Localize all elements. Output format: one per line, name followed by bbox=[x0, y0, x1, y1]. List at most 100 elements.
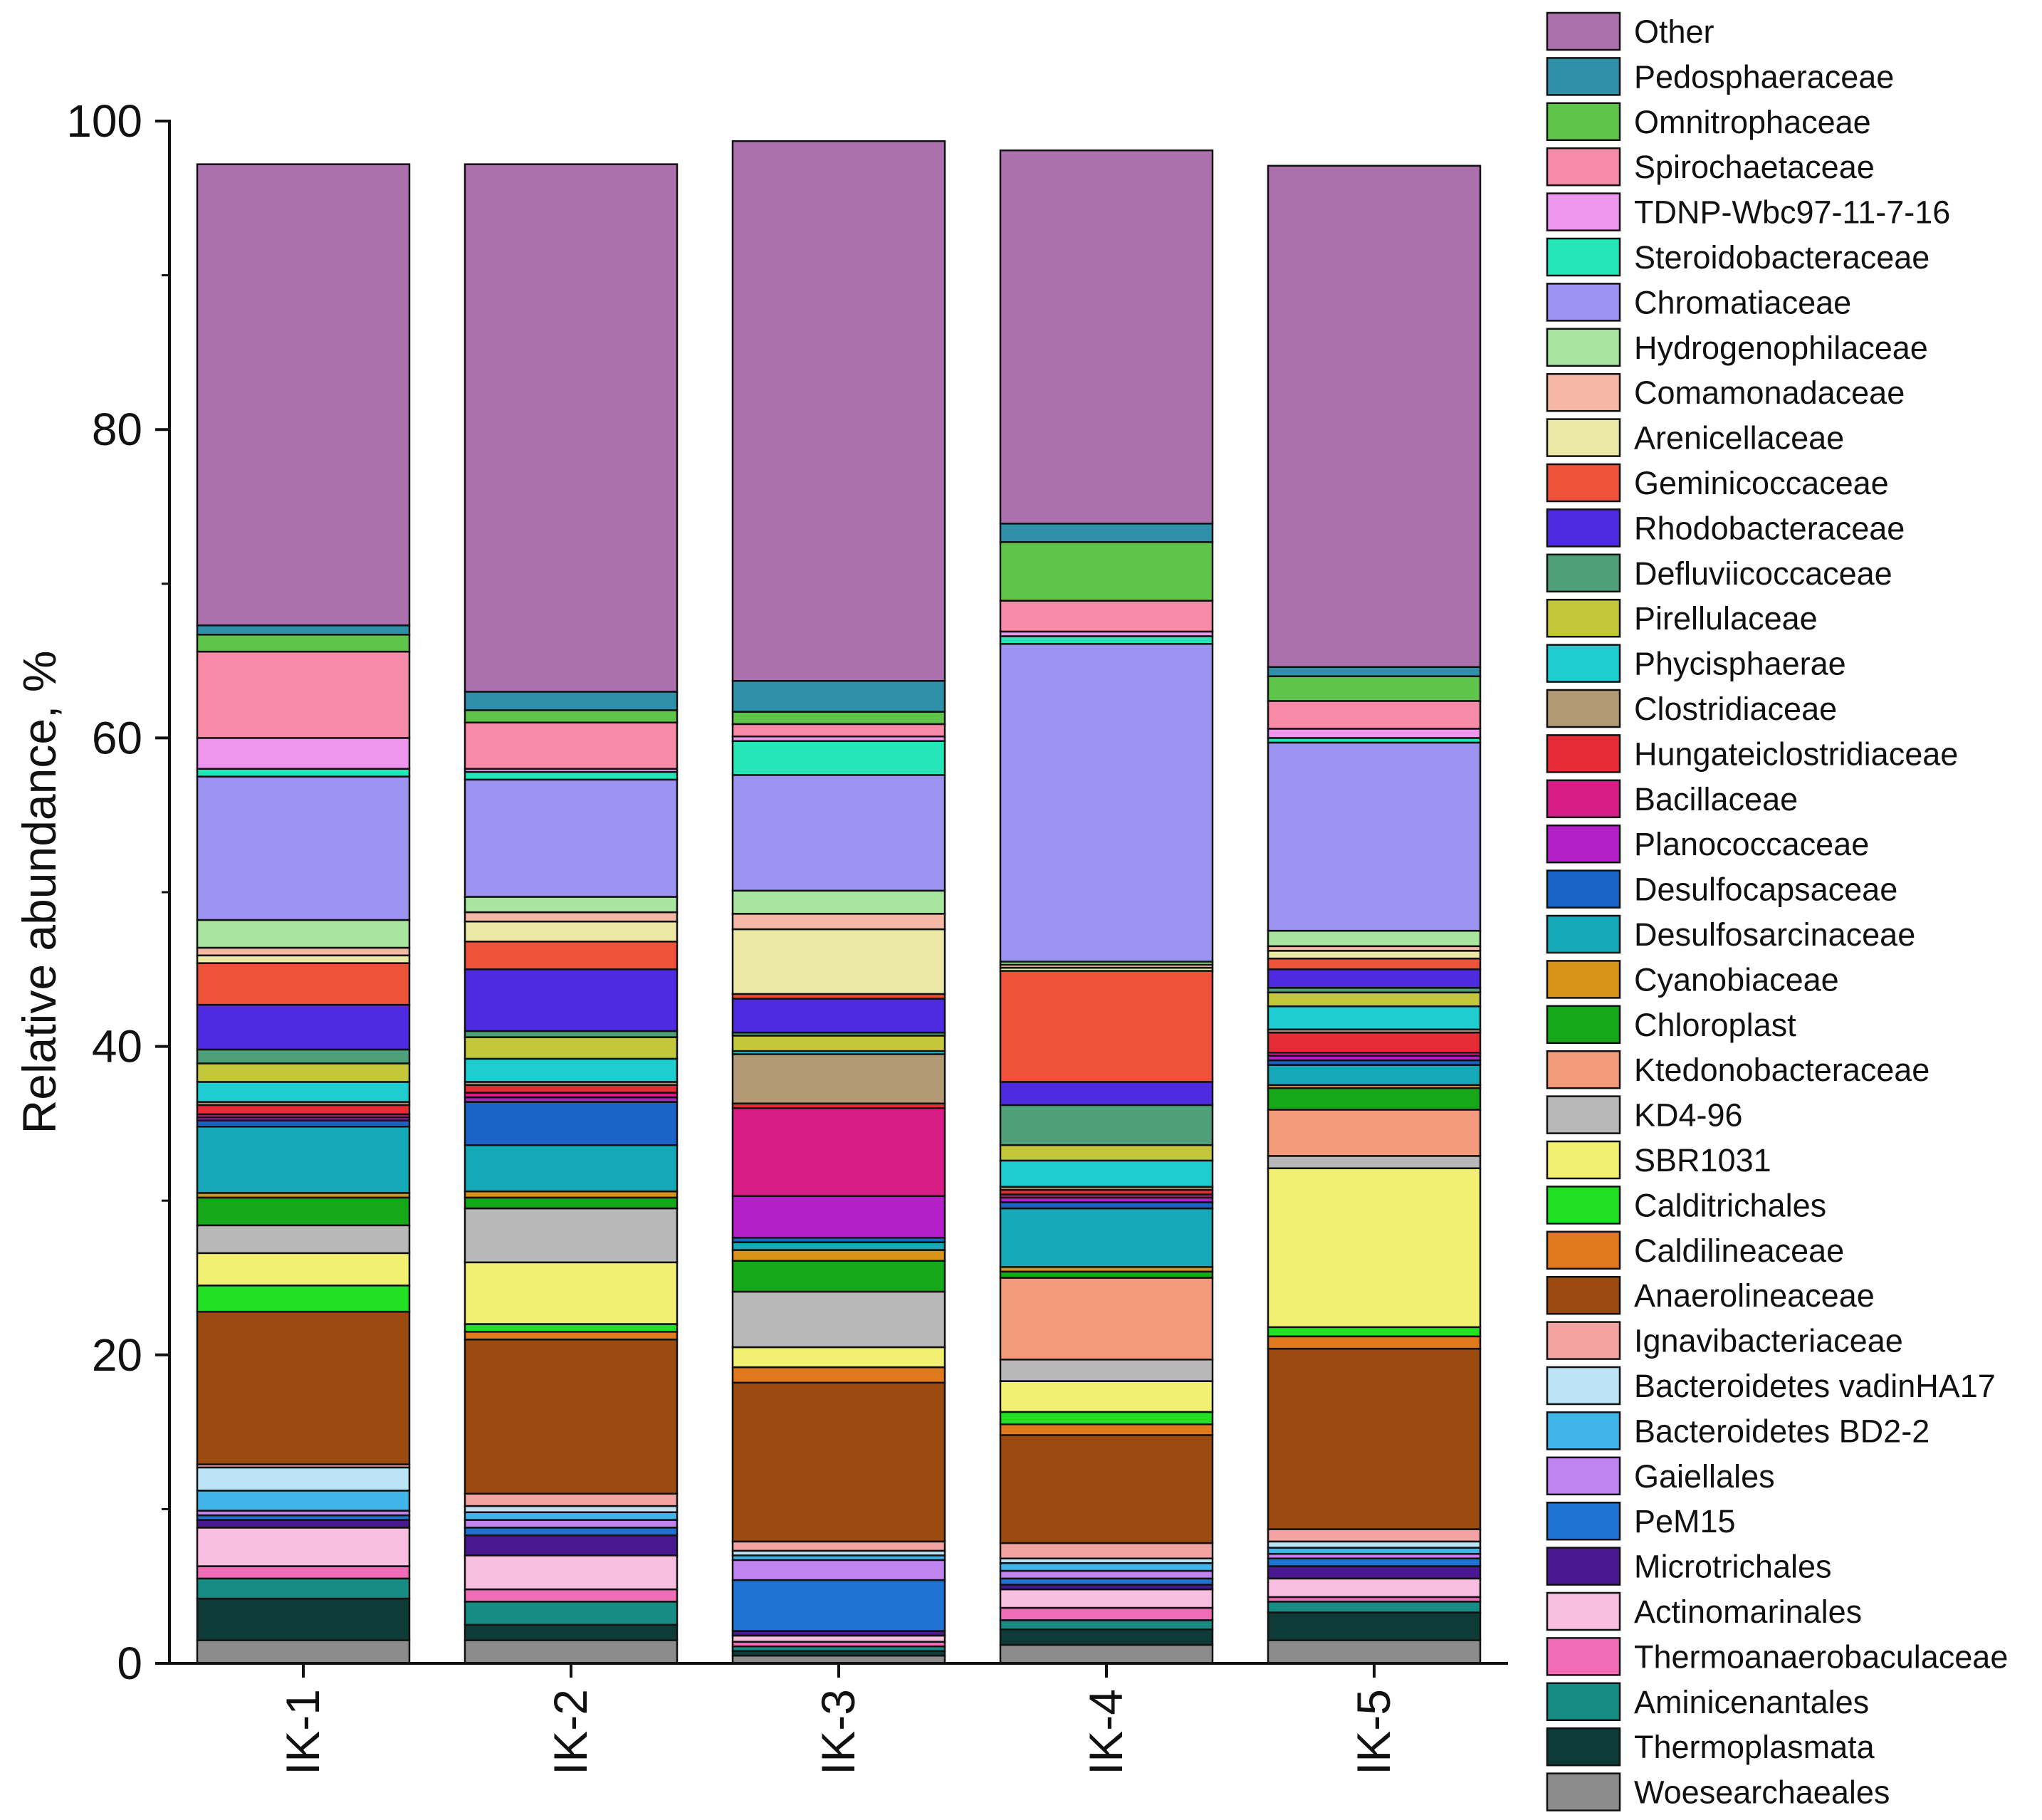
bar-segment bbox=[999, 1562, 1214, 1572]
legend-label: Hydrogenophilaceae bbox=[1634, 330, 1928, 366]
legend-label: Clostridiaceae bbox=[1634, 691, 1837, 727]
bar-segment bbox=[999, 1207, 1214, 1268]
legend-swatch bbox=[1546, 328, 1621, 367]
bar-segment bbox=[1267, 1155, 1482, 1169]
bar-segment bbox=[464, 941, 679, 971]
legend-item: Aminicenantales bbox=[1546, 1682, 1869, 1722]
bar-segment bbox=[196, 1081, 411, 1103]
bar-segment bbox=[999, 1423, 1214, 1436]
bar-segment bbox=[1267, 957, 1482, 971]
legend-swatch bbox=[1546, 1140, 1621, 1180]
legend-item: Spirochaetaceae bbox=[1546, 147, 1875, 187]
legend-label: Aminicenantales bbox=[1634, 1684, 1869, 1720]
bar-segment bbox=[464, 1519, 679, 1529]
bar-segment bbox=[464, 1505, 679, 1513]
bar-segment bbox=[464, 1623, 679, 1641]
bar-segment bbox=[196, 1527, 411, 1567]
bar-segment bbox=[464, 1190, 679, 1199]
bar-segment bbox=[464, 1323, 679, 1333]
legend-item: TDNP-Wbc97-11-7-16 bbox=[1546, 192, 1950, 231]
bar-segment bbox=[1267, 1335, 1482, 1350]
bar-segment bbox=[731, 889, 946, 915]
legend-item: Hydrogenophilaceae bbox=[1546, 328, 1928, 367]
bar-stack-ik-5 bbox=[1267, 164, 1482, 1665]
bar-segment bbox=[731, 711, 946, 726]
legend-label: Bacteroidetes BD2-2 bbox=[1634, 1413, 1930, 1449]
legend-item: Gaiellales bbox=[1546, 1456, 1775, 1496]
bar-segment bbox=[731, 1241, 946, 1251]
legend-item: Actinomarinales bbox=[1546, 1591, 1862, 1631]
legend-swatch bbox=[1546, 1230, 1621, 1270]
legend-item: Chromatiaceae bbox=[1546, 283, 1851, 322]
bar-segment bbox=[196, 1125, 411, 1194]
bar-segment bbox=[464, 1084, 679, 1094]
bar-segment bbox=[1267, 1547, 1482, 1555]
bar-segment bbox=[196, 775, 411, 921]
legend-swatch bbox=[1546, 372, 1621, 412]
legend-label: Arenicellaceae bbox=[1634, 420, 1844, 456]
legend-label: Ignavibacteriaceae bbox=[1634, 1323, 1903, 1359]
legend-item: Rhodobacteraceae bbox=[1546, 508, 1905, 548]
bar-segment bbox=[464, 1101, 679, 1146]
legend-swatch bbox=[1546, 1456, 1621, 1496]
y-tick-label: 0 bbox=[117, 1638, 142, 1689]
bar-segment bbox=[1267, 991, 1482, 1008]
legend: Other Pedosphaeraceae Omnitrophaceae Spiroc… bbox=[1546, 11, 2008, 1811]
bar-segment bbox=[196, 1577, 411, 1600]
legend-item: Ktedonobacteraceae bbox=[1546, 1050, 1930, 1089]
legend-label: Cyanobiaceae bbox=[1634, 961, 1839, 998]
bar-segment bbox=[1267, 164, 1482, 669]
legend-swatch bbox=[1546, 960, 1621, 999]
legend-item: Calditrichales bbox=[1546, 1186, 1826, 1225]
legend-label: Desulfocapsaceae bbox=[1634, 872, 1897, 908]
bar-segment bbox=[1267, 1565, 1482, 1580]
bar-segment bbox=[1267, 741, 1482, 932]
bar-segment bbox=[1267, 968, 1482, 989]
legend-item: Thermoplasmata bbox=[1546, 1727, 1875, 1767]
legend-label: Bacillaceae bbox=[1634, 781, 1798, 817]
bar-segment bbox=[999, 643, 1214, 963]
bar-segment bbox=[1267, 1326, 1482, 1338]
bar-segment bbox=[999, 523, 1214, 543]
legend-label: Microtrichales bbox=[1634, 1549, 1832, 1585]
bar-segment bbox=[999, 1411, 1214, 1426]
bar-segment bbox=[731, 1290, 946, 1349]
bar-segment bbox=[1267, 675, 1482, 702]
legend-item: Anaerolineaceae bbox=[1546, 1275, 1875, 1315]
bar-segment bbox=[999, 1159, 1214, 1188]
bar-segment bbox=[999, 541, 1214, 602]
legend-swatch bbox=[1546, 869, 1621, 909]
legend-label: KD4-96 bbox=[1634, 1097, 1743, 1134]
bar-segment bbox=[731, 1579, 946, 1632]
bar-segment bbox=[1267, 1557, 1482, 1567]
bar-segment bbox=[731, 928, 946, 995]
bar-segment bbox=[196, 624, 411, 636]
bar-segment bbox=[731, 1249, 946, 1262]
bar-segment bbox=[731, 740, 946, 776]
bar-segment bbox=[196, 1062, 411, 1083]
bar-segment bbox=[464, 1057, 679, 1083]
bar-segment bbox=[1267, 1540, 1482, 1549]
bar-stack-ik-4 bbox=[999, 149, 1214, 1665]
bar-segment bbox=[464, 1196, 679, 1210]
bar-segment bbox=[464, 1588, 679, 1603]
legend-swatch bbox=[1546, 237, 1621, 277]
bar-segment bbox=[999, 1434, 1214, 1544]
bar-segment bbox=[196, 1466, 411, 1492]
bar-segment bbox=[464, 1036, 679, 1060]
bar-segment bbox=[999, 1104, 1214, 1146]
legend-label: Calditrichales bbox=[1634, 1187, 1826, 1223]
legend-swatch bbox=[1546, 1366, 1621, 1406]
legend-swatch bbox=[1546, 644, 1621, 683]
bar-segment bbox=[1267, 1611, 1482, 1641]
legend-swatch bbox=[1546, 418, 1621, 457]
bar-segment bbox=[464, 1030, 679, 1038]
legend-swatch bbox=[1546, 1547, 1621, 1586]
bar-segment bbox=[731, 1634, 946, 1643]
bar-segment bbox=[999, 1606, 1214, 1621]
legend-item: Cyanobiaceae bbox=[1546, 960, 1839, 999]
bar-segment bbox=[464, 1492, 679, 1507]
bar-segment bbox=[464, 1601, 679, 1626]
bar-segment bbox=[1267, 1064, 1482, 1087]
